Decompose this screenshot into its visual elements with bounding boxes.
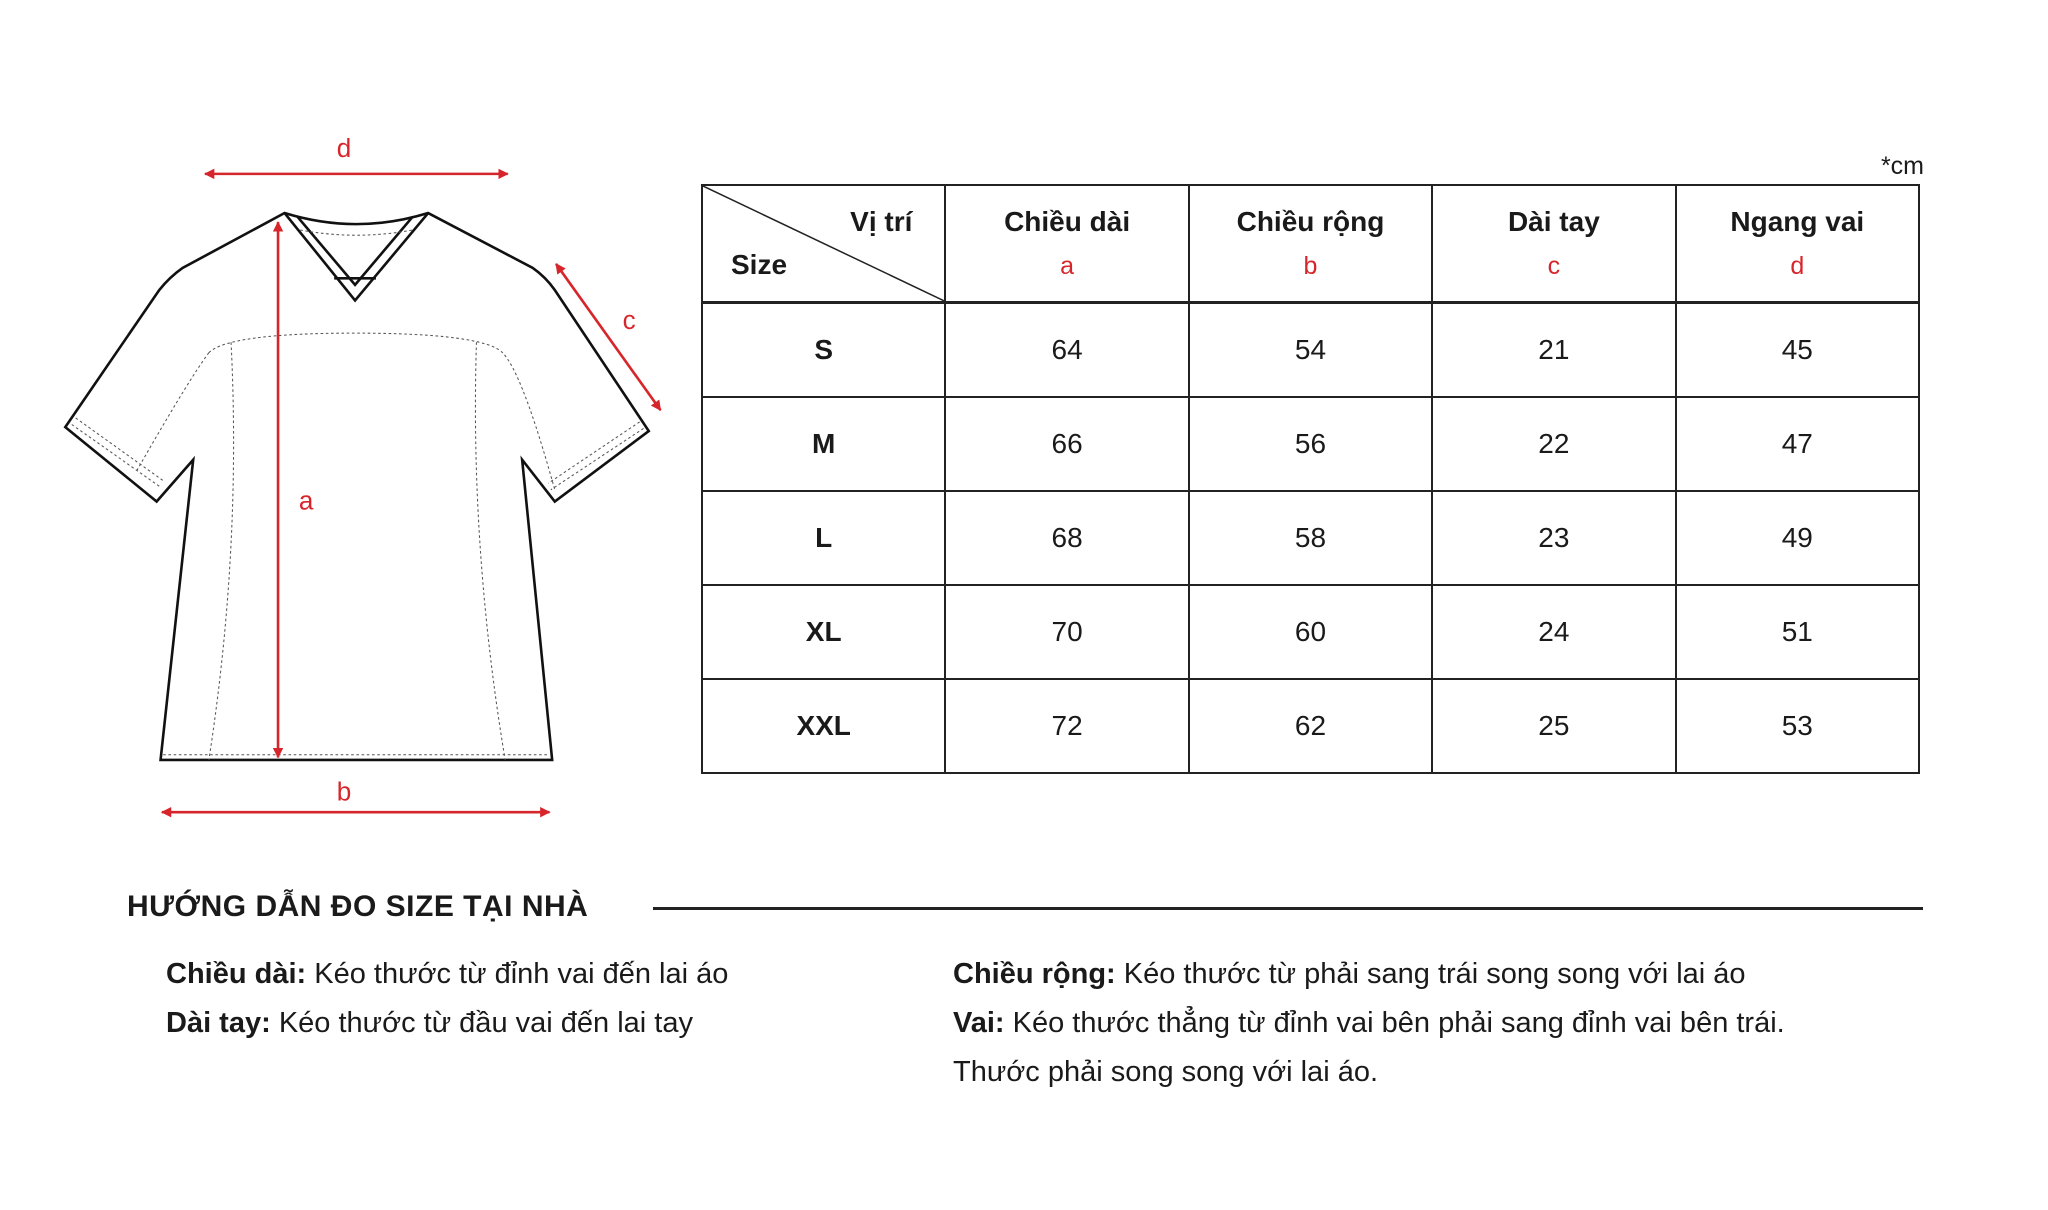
column-key: d <box>1790 252 1805 280</box>
column-key: c <box>1547 252 1561 280</box>
size-cell: L <box>700 490 947 586</box>
guide-text: Kéo thước thẳng từ đỉnh vai bên phải san… <box>1004 1007 1785 1039</box>
divider <box>653 907 1923 910</box>
guide-text: Kéo thước từ phải sang trái song song vớ… <box>1115 958 1746 990</box>
arrow-c <box>555 263 662 411</box>
guide-item: Chiều rộng: Kéo thước từ phải sang trái … <box>953 958 1746 991</box>
corner-size-label: Size <box>731 249 788 280</box>
value-cell: 56 <box>1187 396 1434 492</box>
table-row: XL 70 60 24 51 <box>700 584 1921 680</box>
column-key: b <box>1303 252 1318 280</box>
guide-label: Vai: <box>953 1007 1005 1039</box>
column-header: Chiều rộng b <box>1187 184 1434 304</box>
guide-item: Chiều dài: Kéo thước từ đỉnh vai đến lai… <box>166 958 728 991</box>
diagonal-divider <box>703 186 944 301</box>
value-cell: 53 <box>1674 678 1921 774</box>
guide-text: Kéo thước từ đỉnh vai đến lai áo <box>306 958 729 990</box>
column-title: Chiều dài <box>1004 206 1131 237</box>
table-row: M 66 56 22 47 <box>700 396 1921 492</box>
label-d: d <box>337 133 352 163</box>
value-cell: 51 <box>1674 584 1921 680</box>
shirt-outline <box>63 211 651 762</box>
column-header: Chiều dài a <box>944 184 1190 304</box>
value-cell: 24 <box>1431 584 1677 680</box>
label-b: b <box>337 776 352 806</box>
corner-position-label: Vị trí <box>850 206 913 237</box>
value-cell: 54 <box>1187 301 1434 398</box>
guide-text: Thước phải song song với lai áo. <box>953 1056 1379 1088</box>
value-cell: 45 <box>1674 301 1921 398</box>
size-table: Vị trí Size Chiều dài a Chiều rộng b Dài t… <box>700 184 1921 774</box>
shirt-diagram: d a b c <box>63 133 662 818</box>
guide-label: Chiều dài: <box>166 958 307 990</box>
value-cell: 21 <box>1431 301 1677 398</box>
guide-text: Kéo thước từ đầu vai đến lai tay <box>270 1007 693 1039</box>
value-cell: 58 <box>1187 490 1434 586</box>
value-cell: 70 <box>944 584 1190 680</box>
column-title: Dài tay <box>1507 206 1600 237</box>
table-header-row: Vị trí Size Chiều dài a Chiều rộng b Dài t… <box>700 184 1921 304</box>
measure-arrows <box>160 168 662 818</box>
value-cell: 62 <box>1187 678 1434 774</box>
table-row: XXL 72 62 25 53 <box>700 678 1921 774</box>
table-row: S 64 54 21 45 <box>700 301 1921 398</box>
label-a: a <box>299 485 314 515</box>
size-cell: M <box>700 396 947 492</box>
size-cell: XXL <box>700 678 947 774</box>
column-title: Chiều rộng <box>1236 206 1385 237</box>
guide-label: Chiều rộng: <box>953 958 1116 990</box>
value-cell: 64 <box>944 301 1190 398</box>
size-cell: S <box>700 301 947 398</box>
value-cell: 25 <box>1431 678 1677 774</box>
value-cell: 23 <box>1431 490 1677 586</box>
shirt-stitching <box>71 229 644 761</box>
value-cell: 60 <box>1187 584 1434 680</box>
value-cell: 22 <box>1431 396 1677 492</box>
guide-item: Vai: Kéo thước thẳng từ đỉnh vai bên phả… <box>953 1007 1785 1040</box>
value-cell: 68 <box>944 490 1190 586</box>
column-header: Ngang vai d <box>1674 184 1921 304</box>
label-c: c <box>623 305 636 335</box>
guide-item: Thước phải song song với lai áo. <box>953 1056 1378 1089</box>
corner-cell: Vị trí Size <box>700 184 947 304</box>
guide-title: HƯỚNG DẪN ĐO SIZE TẠI NHÀ <box>127 890 589 923</box>
guide-label: Dài tay: <box>166 1007 271 1039</box>
value-cell: 66 <box>944 396 1190 492</box>
unit-label: *cm <box>1880 152 1924 180</box>
value-cell: 72 <box>944 678 1190 774</box>
size-cell: XL <box>700 584 947 680</box>
column-header: Dài tay c <box>1431 184 1677 304</box>
table-row: L 68 58 23 49 <box>700 490 1921 586</box>
value-cell: 47 <box>1674 396 1921 492</box>
value-cell: 49 <box>1674 490 1921 586</box>
column-title: Ngang vai <box>1730 206 1865 237</box>
column-key: a <box>1060 252 1075 280</box>
guide-item: Dài tay: Kéo thước từ đầu vai đến lai ta… <box>166 1007 693 1040</box>
